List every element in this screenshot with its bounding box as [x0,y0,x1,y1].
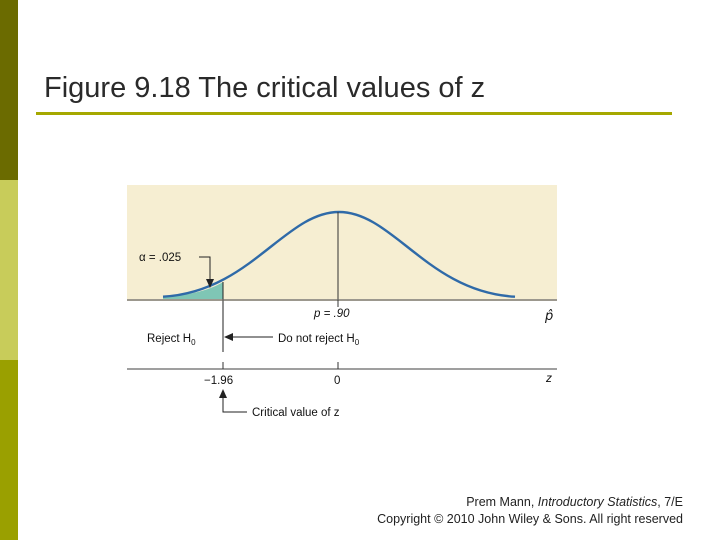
footer-citation: Prem Mann, Introductory Statistics, 7/E … [377,494,683,528]
normal-curve [162,210,516,298]
reject-h0-label: Reject H0 [147,333,196,347]
phat-axis-label: p̂ [544,309,553,324]
alpha-label: α = .025 [139,252,181,264]
z-axis-label: z [545,371,552,385]
footer-book-title: Introductory Statistics [537,495,658,509]
reject-h0-subscript: 0 [191,338,196,347]
sidebar-band-bottom [0,360,18,540]
critical-value-arrow-line [222,398,247,413]
do-not-reject-arrowhead [224,333,233,341]
figure-background [127,185,557,301]
tick-label-zero: 0 [334,375,340,387]
footer-author: Prem Mann, [466,495,538,509]
title-underline [36,112,672,115]
footer-edition: , 7/E [657,495,683,509]
critical-value-label: Critical value of z [252,407,340,419]
alpha-pointer-arrowhead [206,279,214,288]
critical-value-arrowhead [219,389,227,398]
sidebar-band-top [0,0,18,180]
p-label: p = .90 [313,308,350,320]
footer-book-line: Prem Mann, Introductory Statistics, 7/E [377,494,683,511]
slide-title: Figure 9.18 The critical values of z [44,72,486,104]
reject-h0-text: Reject H [147,333,191,345]
rejection-tail-area [163,282,223,299]
alpha-pointer-line [199,256,211,280]
tick-label-critical: −1.96 [204,375,233,387]
do-not-reject-h0-subscript: 0 [355,338,360,347]
do-not-reject-h0-label: Do not reject H0 [278,333,360,347]
footer-copyright: Copyright © 2010 John Wiley & Sons. All … [377,512,683,526]
do-not-reject-h0-text: Do not reject H [278,333,355,345]
sidebar-band-middle [0,180,18,360]
